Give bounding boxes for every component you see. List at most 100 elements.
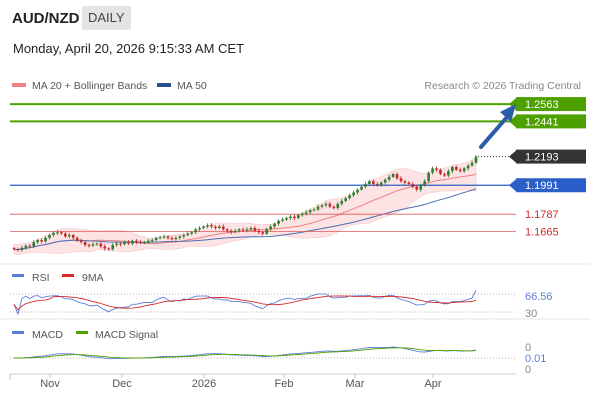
macd-tick-bottom: 0 (525, 364, 531, 376)
candle-body (281, 219, 284, 221)
candle-body (158, 237, 162, 239)
candle-body (304, 212, 308, 214)
candle-body (32, 242, 36, 247)
candle-body (241, 229, 245, 231)
candle-body (443, 174, 446, 176)
candle-body (360, 186, 363, 190)
candle-body (399, 178, 403, 182)
candle-body (348, 195, 351, 199)
candle-body (170, 237, 174, 240)
candle-body (150, 240, 154, 242)
candle-body (52, 232, 55, 236)
x-tick-label: Dec (112, 378, 132, 390)
rsi-panel: RSI 9MA 30 66.56 (0, 272, 590, 320)
candle-body (24, 245, 28, 248)
candle-body (64, 233, 67, 237)
candle-body (107, 248, 111, 250)
candle-body (44, 237, 47, 242)
candle-body (174, 237, 178, 240)
candle-body (131, 240, 134, 244)
candle-body (16, 249, 20, 251)
macd-last-value: 0.01 (525, 353, 546, 365)
candle-body (67, 235, 71, 237)
candle-body (83, 242, 87, 245)
candle-body (115, 243, 118, 245)
candle-body (48, 235, 51, 238)
candle-body (186, 233, 190, 236)
candle-body (249, 227, 253, 230)
candle-body (190, 232, 193, 234)
candle-body (332, 206, 336, 209)
ma20-label: MA 20 + Bollinger Bands (32, 80, 148, 92)
candle-body (419, 185, 423, 190)
candle-body (269, 226, 272, 230)
candle-body (233, 230, 237, 233)
candle-body (237, 229, 241, 231)
candle-body (119, 243, 122, 245)
candle-body (182, 235, 186, 237)
candle-body (60, 232, 63, 234)
candle-body (312, 209, 316, 211)
candle-body (202, 226, 205, 228)
x-tick-label: Mar (346, 378, 365, 390)
candle-body (194, 229, 197, 233)
candle-body (435, 168, 438, 170)
candle-body (166, 236, 170, 238)
ma50-swatch (157, 83, 171, 88)
candle-body (139, 242, 142, 244)
candle-body (277, 220, 280, 224)
candle-body (411, 183, 415, 187)
candle-body (143, 242, 146, 244)
x-tick-label: Nov (40, 378, 60, 390)
candle-body (56, 232, 59, 234)
levels-group: 1.2563 1.2441 1.2193 1.1991 1.1787 1.1665 (10, 97, 586, 238)
candle-body (289, 216, 292, 219)
candle-body (103, 246, 107, 249)
level-label: 1.2441 (525, 116, 559, 128)
level-tag-resistance (516, 114, 586, 129)
candle-body (293, 216, 296, 219)
candle-body (20, 247, 24, 250)
bollinger-bands (13, 156, 477, 255)
candle-body (95, 243, 99, 245)
candle-body (316, 206, 320, 210)
research-credit: Research © 2026 Trading Central (424, 80, 581, 92)
candle-body (352, 192, 355, 196)
chart-header: AUD/NZD DAILY (0, 0, 590, 36)
candle-body (458, 169, 462, 172)
candle-body (214, 226, 217, 228)
level-label: 1.1787 (525, 209, 559, 221)
candle-body (253, 227, 257, 231)
rsi-tick-30: 30 (525, 308, 537, 320)
candle-body (308, 210, 312, 213)
ma20-swatch (12, 83, 26, 88)
macd-line (13, 346, 477, 360)
candle-body (198, 227, 201, 230)
candle-body (466, 165, 470, 169)
candle-body (162, 236, 166, 238)
candle-body (439, 169, 442, 175)
candle-body (300, 213, 304, 216)
currency-pair-title: AUD/NZD (12, 10, 80, 27)
candle-body (99, 243, 103, 247)
macd-tick-top: 0 (525, 342, 531, 354)
rsi-line (13, 290, 477, 316)
ma50-line (13, 188, 477, 251)
candle-body (368, 181, 371, 184)
candle-body (28, 245, 32, 247)
rsi-legend-label: RSI (32, 272, 50, 284)
candle-body (427, 172, 430, 182)
candle-body (285, 218, 288, 220)
candle-body (340, 200, 344, 204)
legend-ma50: MA 50 (157, 80, 207, 92)
timeframe-badge[interactable]: DAILY (82, 6, 131, 30)
level-label: 1.1665 (525, 226, 559, 238)
candle-body (454, 166, 458, 170)
candle-body (328, 203, 332, 207)
candle-body (273, 223, 276, 227)
level-tag-current (516, 149, 586, 164)
candle-body (383, 179, 387, 183)
candle-body (210, 225, 213, 227)
candle-body (87, 244, 91, 246)
